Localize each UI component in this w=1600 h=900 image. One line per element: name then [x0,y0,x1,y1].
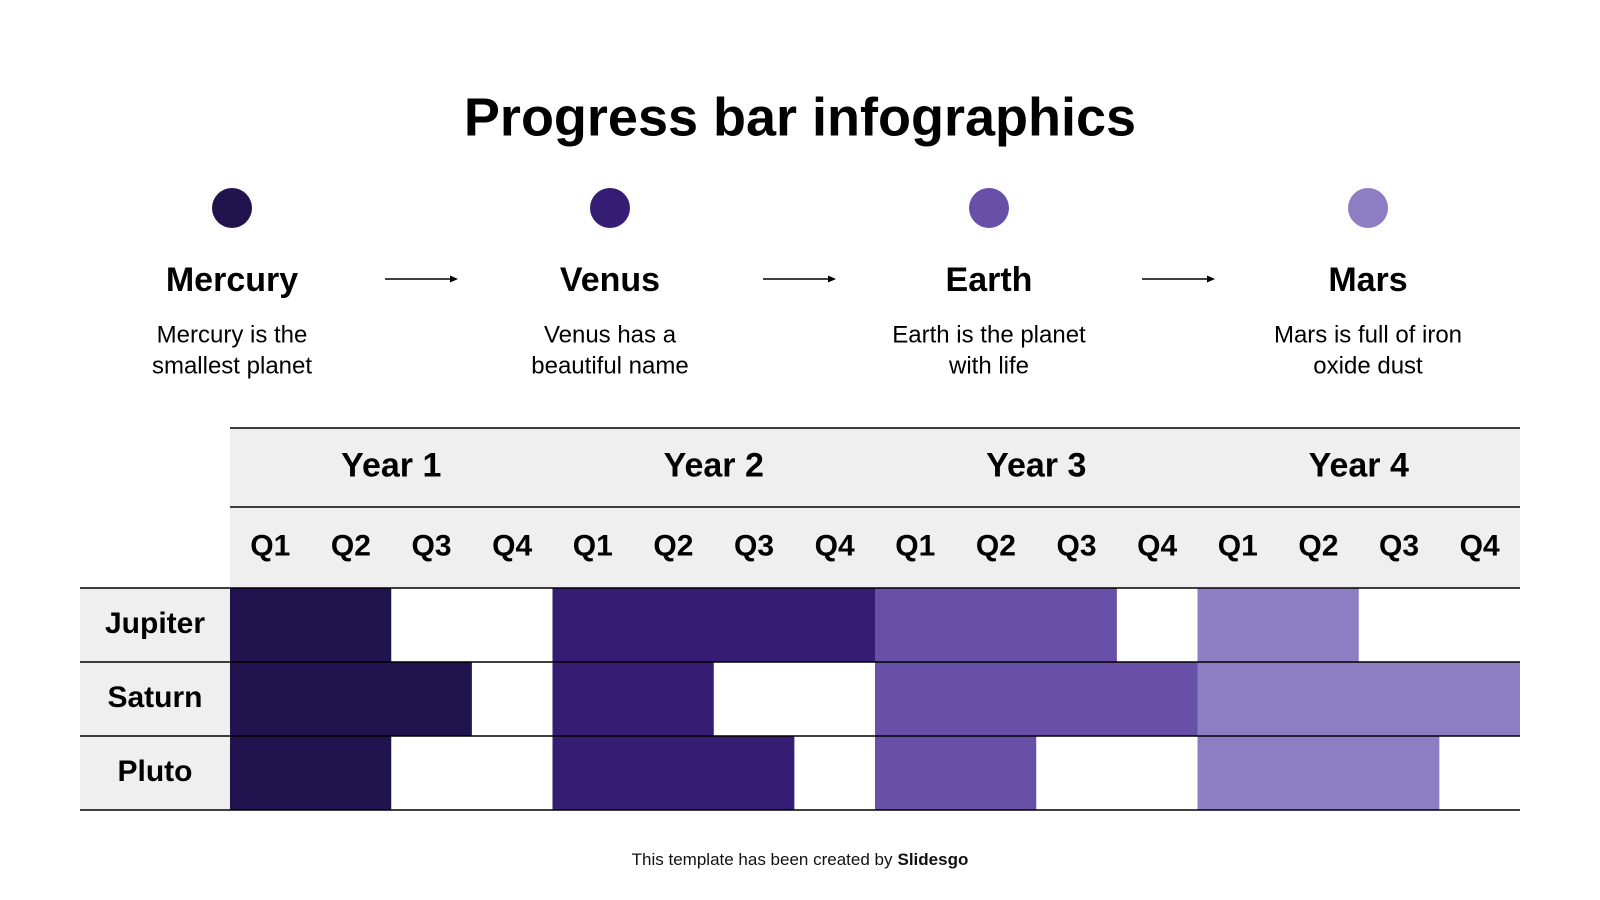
quarter-label: Q2 [1298,529,1338,562]
arrow-head [828,275,836,283]
phase-description: with life [948,352,1029,379]
progress-bar [1197,662,1520,736]
quarter-label: Q3 [412,529,452,562]
quarter-label: Q1 [895,529,935,562]
quarter-label: Q3 [734,529,774,562]
quarter-label: Q1 [1218,529,1258,562]
year-label: Year 3 [986,446,1086,484]
arrow-head [1207,275,1215,283]
header-bg [230,428,1520,588]
footer: This template has been created by Slidesg… [0,850,1600,870]
row-label: Saturn [107,681,202,714]
phase-description: Mercury is the [157,321,308,348]
year-label: Year 1 [341,446,441,484]
progress-bar [230,588,392,662]
phase-dot [212,188,252,228]
phase-dot [1348,188,1388,228]
phase-description: Mars is full of iron [1274,321,1462,348]
row-label-bg [80,588,230,810]
phase-name: Mars [1328,261,1407,299]
phase-name: Mercury [166,261,298,299]
quarter-label: Q3 [1379,529,1419,562]
arrow-head [450,275,458,283]
quarter-label: Q3 [1057,529,1097,562]
phase-dot [969,188,1009,228]
progress-bar [552,588,875,662]
footer-brand: Slidesgo [897,850,969,869]
year-label: Year 4 [1309,446,1409,484]
quarter-label: Q4 [815,529,855,562]
phase-name: Earth [946,261,1033,299]
quarter-label: Q2 [653,529,693,562]
progress-bar [230,662,472,736]
progress-bar [552,662,714,736]
quarter-label: Q2 [331,529,371,562]
progress-bar [875,736,1037,810]
progress-bar [552,736,795,810]
phase-description: Venus has a [544,321,677,348]
quarter-label: Q1 [250,529,290,562]
phase-description: beautiful name [531,352,688,379]
row-label: Jupiter [105,607,205,640]
progress-bar [875,662,1198,736]
phase-description: oxide dust [1313,352,1423,379]
row-label: Pluto [118,755,193,788]
quarter-label: Q1 [573,529,613,562]
quarter-label: Q2 [976,529,1016,562]
quarter-label: Q4 [492,529,532,562]
progress-bar [1197,736,1440,810]
footer-text: This template has been created by [631,850,893,869]
progress-bar [1197,588,1359,662]
quarter-label: Q4 [1460,529,1500,562]
phase-description: Earth is the planet [892,321,1086,348]
phase-description: smallest planet [152,352,312,379]
phase-name: Venus [560,261,660,299]
title: Progress bar infographics [464,87,1136,147]
progress-bar [875,588,1117,662]
quarter-label: Q4 [1137,529,1177,562]
phase-dot [590,188,630,228]
progress-bar [230,736,392,810]
year-label: Year 2 [664,446,764,484]
